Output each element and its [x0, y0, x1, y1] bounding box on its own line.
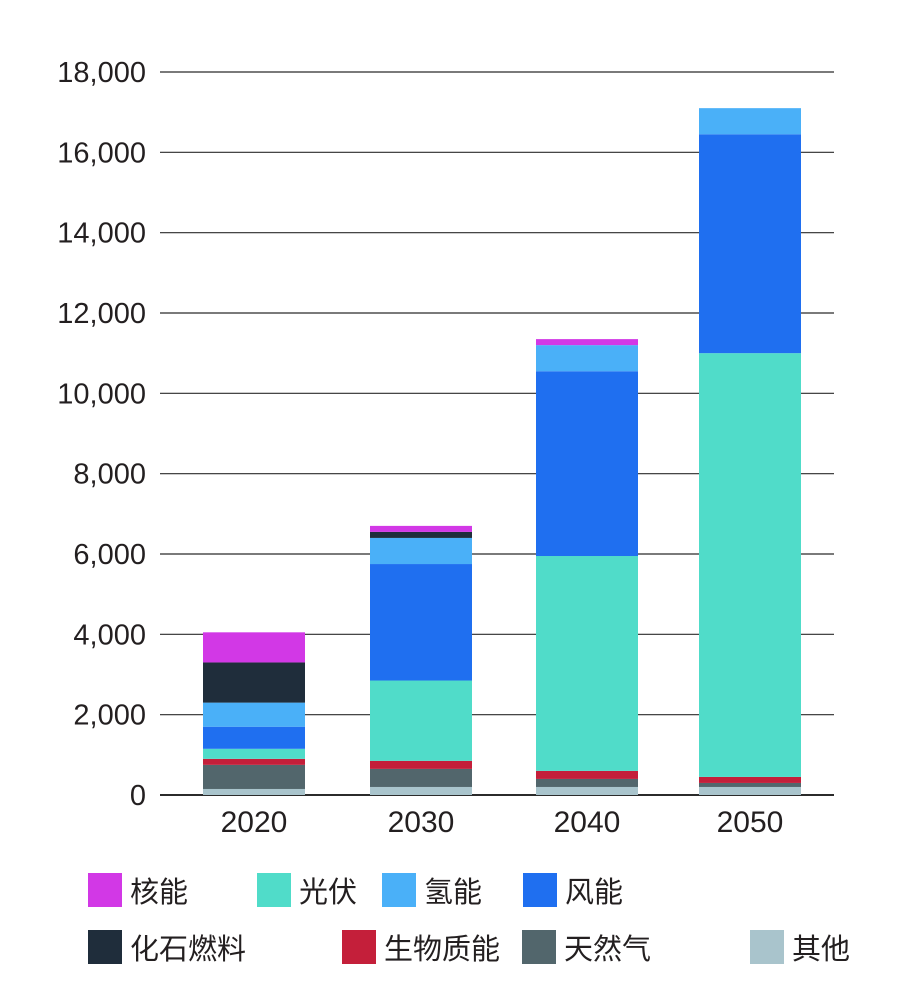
bar-segment	[370, 564, 472, 681]
x-tick-label: 2050	[717, 806, 784, 839]
bar-segment	[203, 748, 305, 759]
bar-segment	[536, 786, 638, 795]
bar-segment	[699, 353, 801, 777]
bar-segment	[203, 758, 305, 765]
bar-segment	[370, 786, 472, 795]
bar-segment	[699, 108, 801, 135]
bar-segment	[370, 768, 472, 787]
bar-segment	[370, 531, 472, 538]
bar-segment	[370, 760, 472, 769]
bar-segment	[203, 702, 305, 727]
x-tick-label: 2040	[554, 806, 621, 839]
y-tick-label: 2,000	[73, 700, 146, 732]
y-tick-label: 4,000	[73, 619, 146, 651]
y-tick-label: 8,000	[73, 459, 146, 491]
bar-segment	[699, 776, 801, 783]
bar-segment	[536, 556, 638, 771]
bar-segment	[536, 345, 638, 372]
bar-segment	[203, 764, 305, 789]
y-tick-label: 0	[130, 780, 146, 812]
y-tick-label: 14,000	[57, 218, 146, 250]
y-tick-label: 10,000	[57, 378, 146, 410]
bar-segment	[203, 726, 305, 749]
bar-segment	[370, 537, 472, 565]
y-tick-label: 18,000	[57, 57, 146, 89]
bar-segment	[370, 525, 472, 532]
bar-segment	[536, 371, 638, 557]
x-tick-label: 2030	[388, 806, 455, 839]
x-axis-ticks: 2020 2030 2040 2050	[221, 806, 784, 839]
bars	[203, 108, 801, 795]
bar-segment	[699, 782, 801, 787]
bar-segment	[536, 778, 638, 787]
bar-segment	[203, 632, 305, 663]
y-tick-label: 12,000	[57, 298, 146, 330]
bar-segment	[699, 134, 801, 354]
x-tick-label: 2020	[221, 806, 288, 839]
y-tick-label: 6,000	[73, 539, 146, 571]
bar-segment	[203, 662, 305, 703]
bar-segment	[536, 339, 638, 346]
bar-segment	[536, 770, 638, 779]
bar-segment	[699, 786, 801, 795]
y-axis-ticks: 0 2,000 4,000 6,000 8,000 10,000 12,000 14,000 1…	[57, 57, 146, 812]
bar-segment	[203, 788, 305, 795]
y-tick-label: 16,000	[57, 137, 146, 169]
bar-segment	[370, 680, 472, 761]
